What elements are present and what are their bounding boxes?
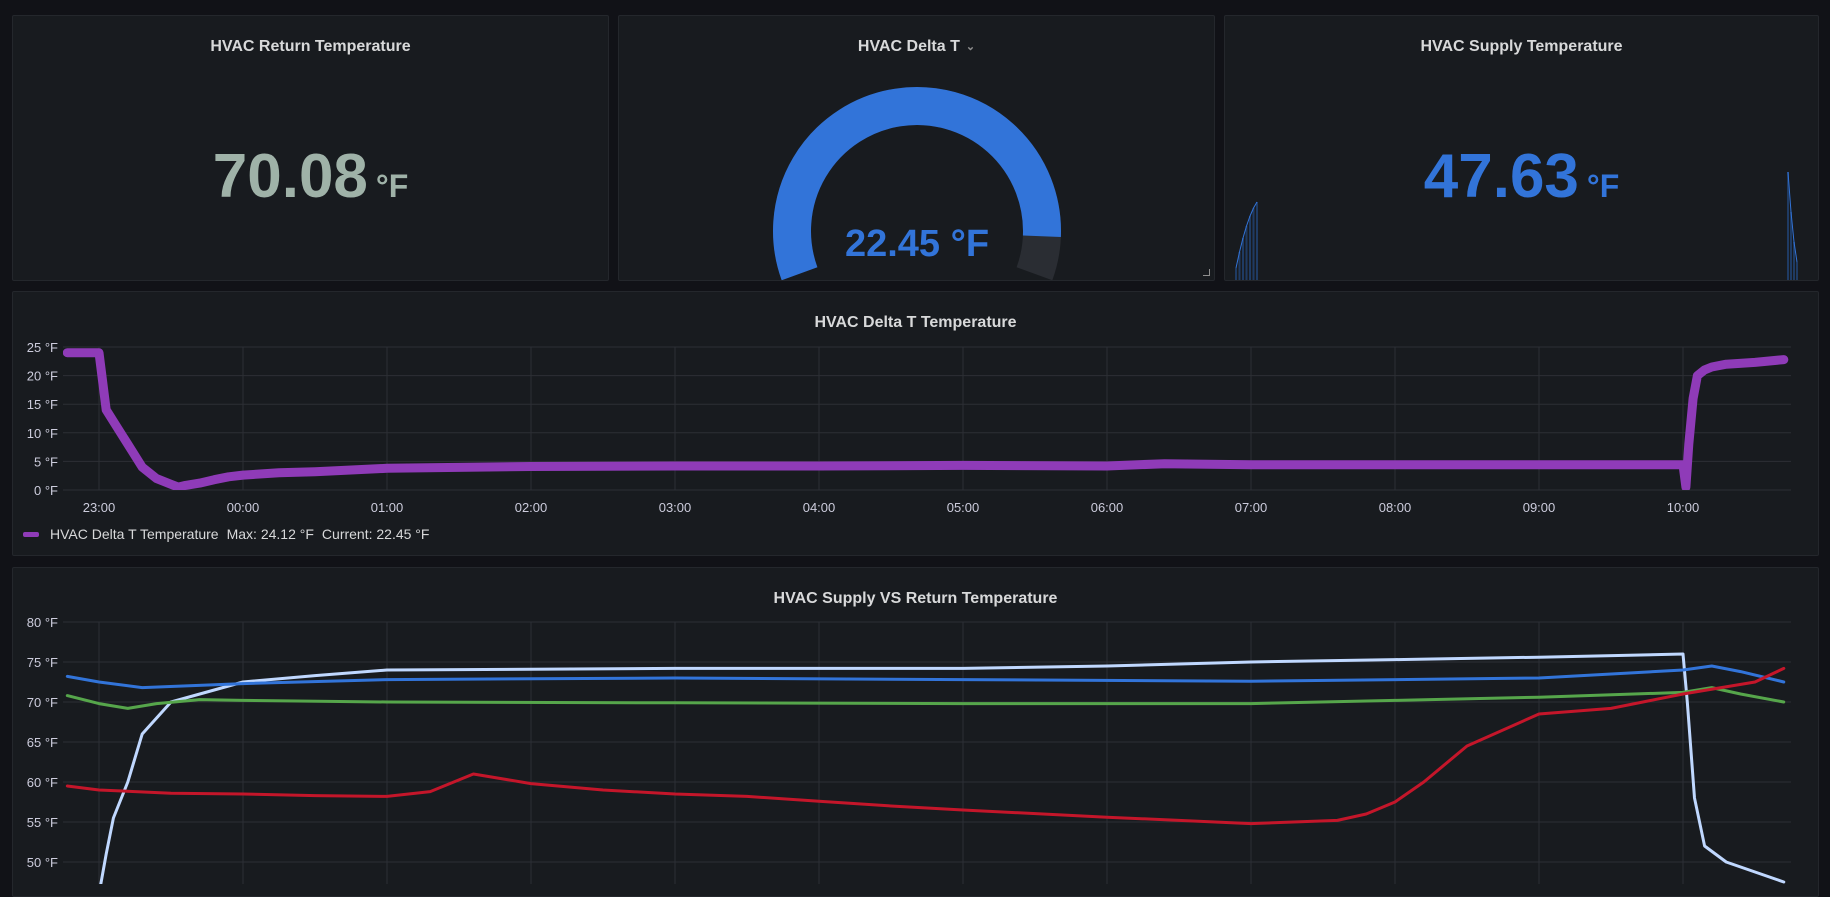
spark-bar bbox=[1252, 208, 1255, 280]
spark-bar bbox=[1249, 216, 1251, 280]
spark-bar bbox=[1238, 252, 1241, 280]
supply-vs-return-panel[interactable]: HVAC Supply VS Return Temperature bbox=[12, 567, 1819, 897]
spark-bar bbox=[1787, 172, 1789, 280]
spark-bar bbox=[1235, 268, 1237, 280]
panel-title[interactable]: HVAC Delta T Temperature bbox=[814, 314, 1017, 331]
chart-legend[interactable]: HVAC Delta T Temperature Max: 24.12 °F C… bbox=[23, 526, 429, 542]
spark-bar bbox=[1790, 212, 1792, 280]
legend-swatch bbox=[23, 531, 39, 537]
legend-current: Current: 22.45 °F bbox=[321, 526, 430, 542]
sparkline-right-bars bbox=[1787, 171, 1798, 280]
panel-title[interactable]: HVAC Supply Temperature bbox=[1420, 38, 1623, 55]
resize-handle-icon[interactable] bbox=[1203, 269, 1210, 276]
stat-unit: °F bbox=[375, 168, 409, 204]
spark-line bbox=[1787, 171, 1798, 263]
return-temp-panel[interactable]: HVAC Return Temperature 70.08 °F bbox=[12, 15, 609, 281]
panel-title-text: HVAC Delta T bbox=[857, 38, 960, 55]
stat-unit: °F bbox=[1586, 168, 1620, 204]
return-temp-value: 70.08 °F bbox=[13, 141, 608, 212]
supply-temp-value: 47.63 °F bbox=[1225, 141, 1818, 212]
gauge-fill bbox=[773, 87, 1061, 280]
spark-line bbox=[1235, 201, 1258, 269]
legend-series-name[interactable]: HVAC Delta T Temperature bbox=[50, 526, 219, 542]
spark-bar bbox=[1256, 202, 1258, 280]
gauge: 22.45 °F bbox=[773, 87, 1061, 280]
panel-title[interactable]: HVAC Return Temperature bbox=[210, 38, 411, 55]
spark-bar bbox=[1242, 238, 1244, 280]
gauge-value: 22.45 °F bbox=[845, 223, 989, 265]
spark-bar bbox=[1796, 262, 1798, 280]
stat-number: 47.63 bbox=[1423, 142, 1579, 211]
panel-title[interactable]: HVAC Delta T ⌄ bbox=[619, 38, 1214, 56]
sparkline bbox=[1235, 171, 1798, 280]
delta-t-chart-panel[interactable]: HVAC Delta T Temperature bbox=[12, 291, 1819, 556]
delta-t-gauge-panel[interactable]: HVAC Delta T ⌄ 22.45 °F bbox=[618, 15, 1215, 281]
panel-title[interactable]: HVAC Supply VS Return Temperature bbox=[773, 590, 1058, 607]
stat-number: 70.08 bbox=[212, 142, 368, 211]
spark-bar bbox=[1793, 242, 1795, 280]
spark-bar bbox=[1245, 226, 1248, 280]
legend-max: Max: 24.12 °F bbox=[226, 526, 314, 542]
supply-temp-panel[interactable]: HVAC Supply Temperature 47.63 °F bbox=[1224, 15, 1819, 281]
sparkline-left-bars bbox=[1235, 201, 1258, 280]
chevron-down-icon[interactable]: ⌄ bbox=[965, 41, 976, 54]
